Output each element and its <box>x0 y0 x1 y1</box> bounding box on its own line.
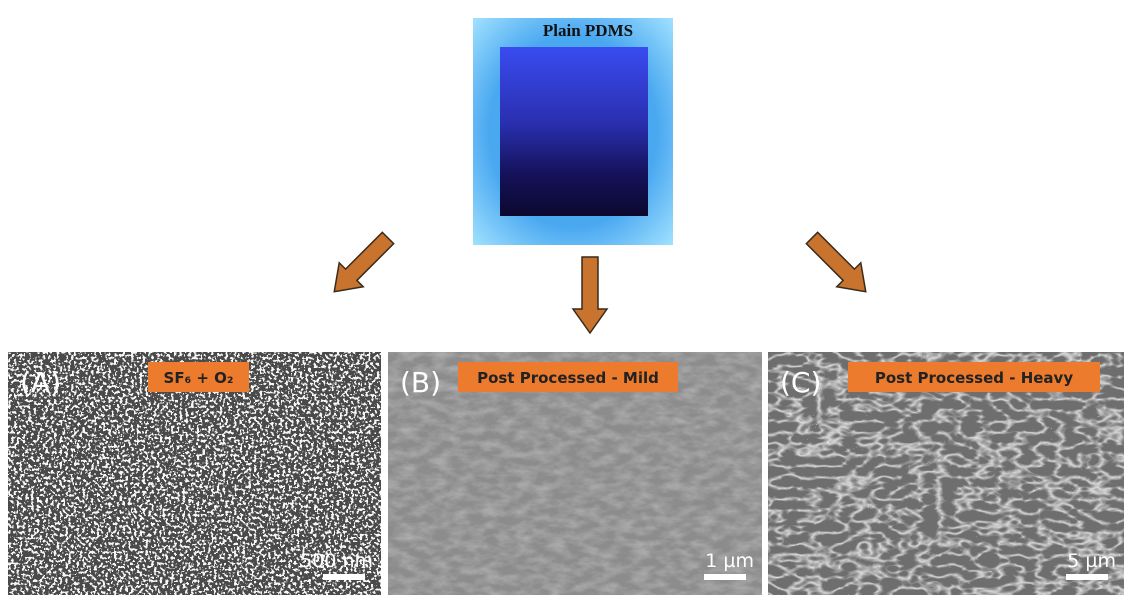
treatment-text: Post Processed - Heavy <box>875 369 1073 387</box>
panel-label: (A) <box>20 366 61 399</box>
panel-label: (C) <box>780 366 821 399</box>
figure: Plain PDMS (A) SF₆ + O₂ 500 nm (B) Post Proc… <box>0 0 1124 595</box>
arrow <box>800 226 878 304</box>
scale-bar-label: 5 µm <box>1067 550 1116 572</box>
sample-title: Plain PDMS <box>543 21 633 40</box>
treatment-text: SF₆ + O₂ <box>164 369 234 387</box>
scale-bar <box>1066 574 1108 580</box>
sample-square <box>500 47 648 216</box>
treatment-text: Post Processed - Mild <box>477 369 659 387</box>
scale-bar <box>323 574 365 580</box>
scale-bar <box>704 574 746 580</box>
scale-bar-label: 1 µm <box>705 550 754 572</box>
panel-label: (B) <box>400 366 441 399</box>
scale-bar-label: 500 nm <box>300 550 373 572</box>
page: Plain PDMS (A) SF₆ + O₂ 500 nm (B) Post Proc… <box>0 0 1124 595</box>
arrow <box>322 226 400 304</box>
arrow <box>573 257 607 333</box>
